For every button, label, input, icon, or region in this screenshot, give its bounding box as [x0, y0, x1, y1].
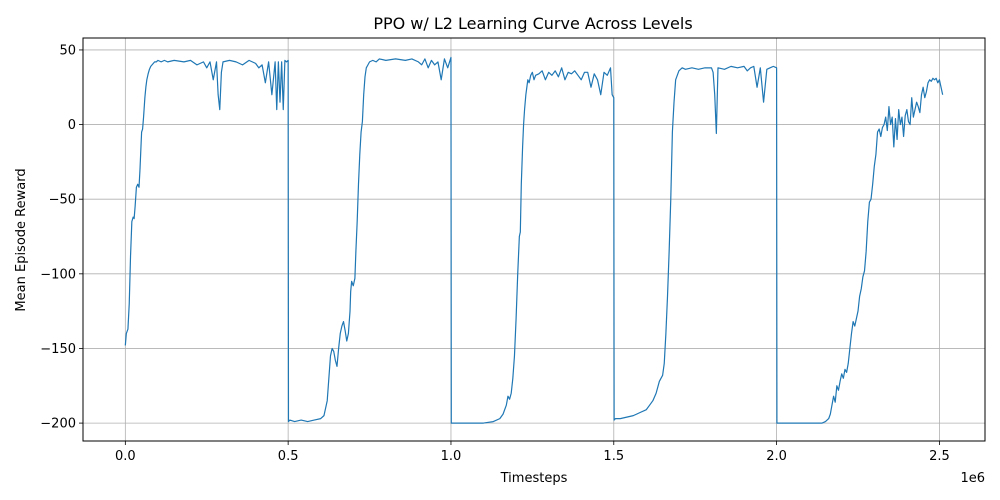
x-tick-label: 0.5 [278, 449, 299, 464]
series-layer [124, 56, 944, 424]
x-axis: 0.0 0.5 1.0 1.5 2.0 2.5 [115, 441, 950, 464]
x-axis-offset-label: 1e6 [960, 471, 985, 486]
chart-title: PPO w/ L2 Learning Curve Across Levels [373, 14, 692, 33]
y-tick-label: −100 [40, 267, 76, 282]
y-tick-label: 0 [68, 118, 76, 133]
x-tick-label: 1.5 [603, 449, 624, 464]
x-tick-label: 2.5 [929, 449, 950, 464]
x-tick-label: 2.0 [766, 449, 787, 464]
y-tick-label: −50 [49, 193, 76, 208]
y-axis-label: Mean Episode Reward [14, 168, 29, 311]
x-tick-label: 1.0 [441, 449, 462, 464]
x-tick-label: 0.0 [115, 449, 136, 464]
plot-frame [82, 37, 986, 442]
x-axis-label: Timesteps [500, 471, 568, 486]
y-tick-label: 50 [59, 43, 76, 58]
y-tick-label: −200 [40, 417, 76, 432]
reward-curve-line [124, 56, 944, 424]
y-axis: 50 0 −50 −100 −150 −200 [40, 43, 83, 432]
y-tick-label: −150 [40, 342, 76, 357]
